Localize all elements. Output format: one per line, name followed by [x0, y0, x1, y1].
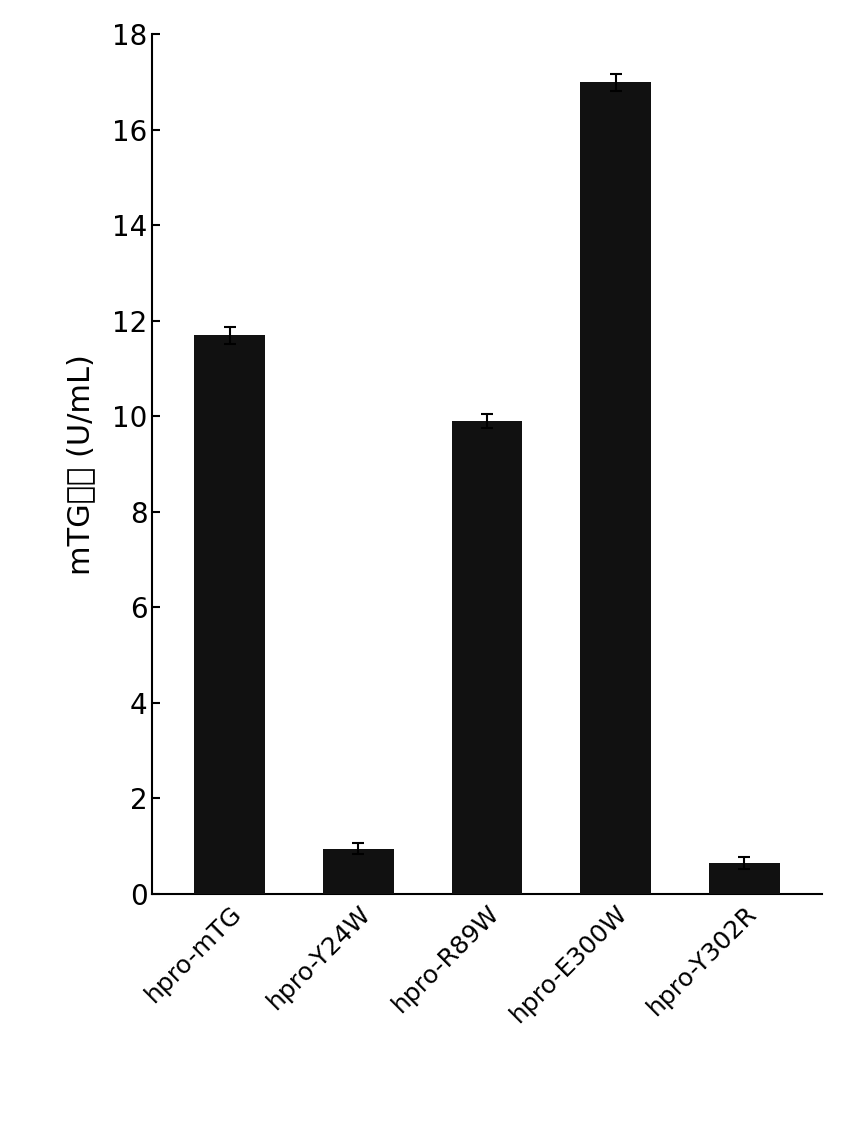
Bar — [323, 848, 394, 894]
Y-axis label: mTG鉦活 (U/mL): mTG鉦活 (U/mL) — [67, 354, 96, 574]
Bar — [709, 863, 780, 894]
Bar — [580, 83, 651, 894]
Bar — [451, 422, 523, 894]
Bar — [194, 336, 265, 894]
